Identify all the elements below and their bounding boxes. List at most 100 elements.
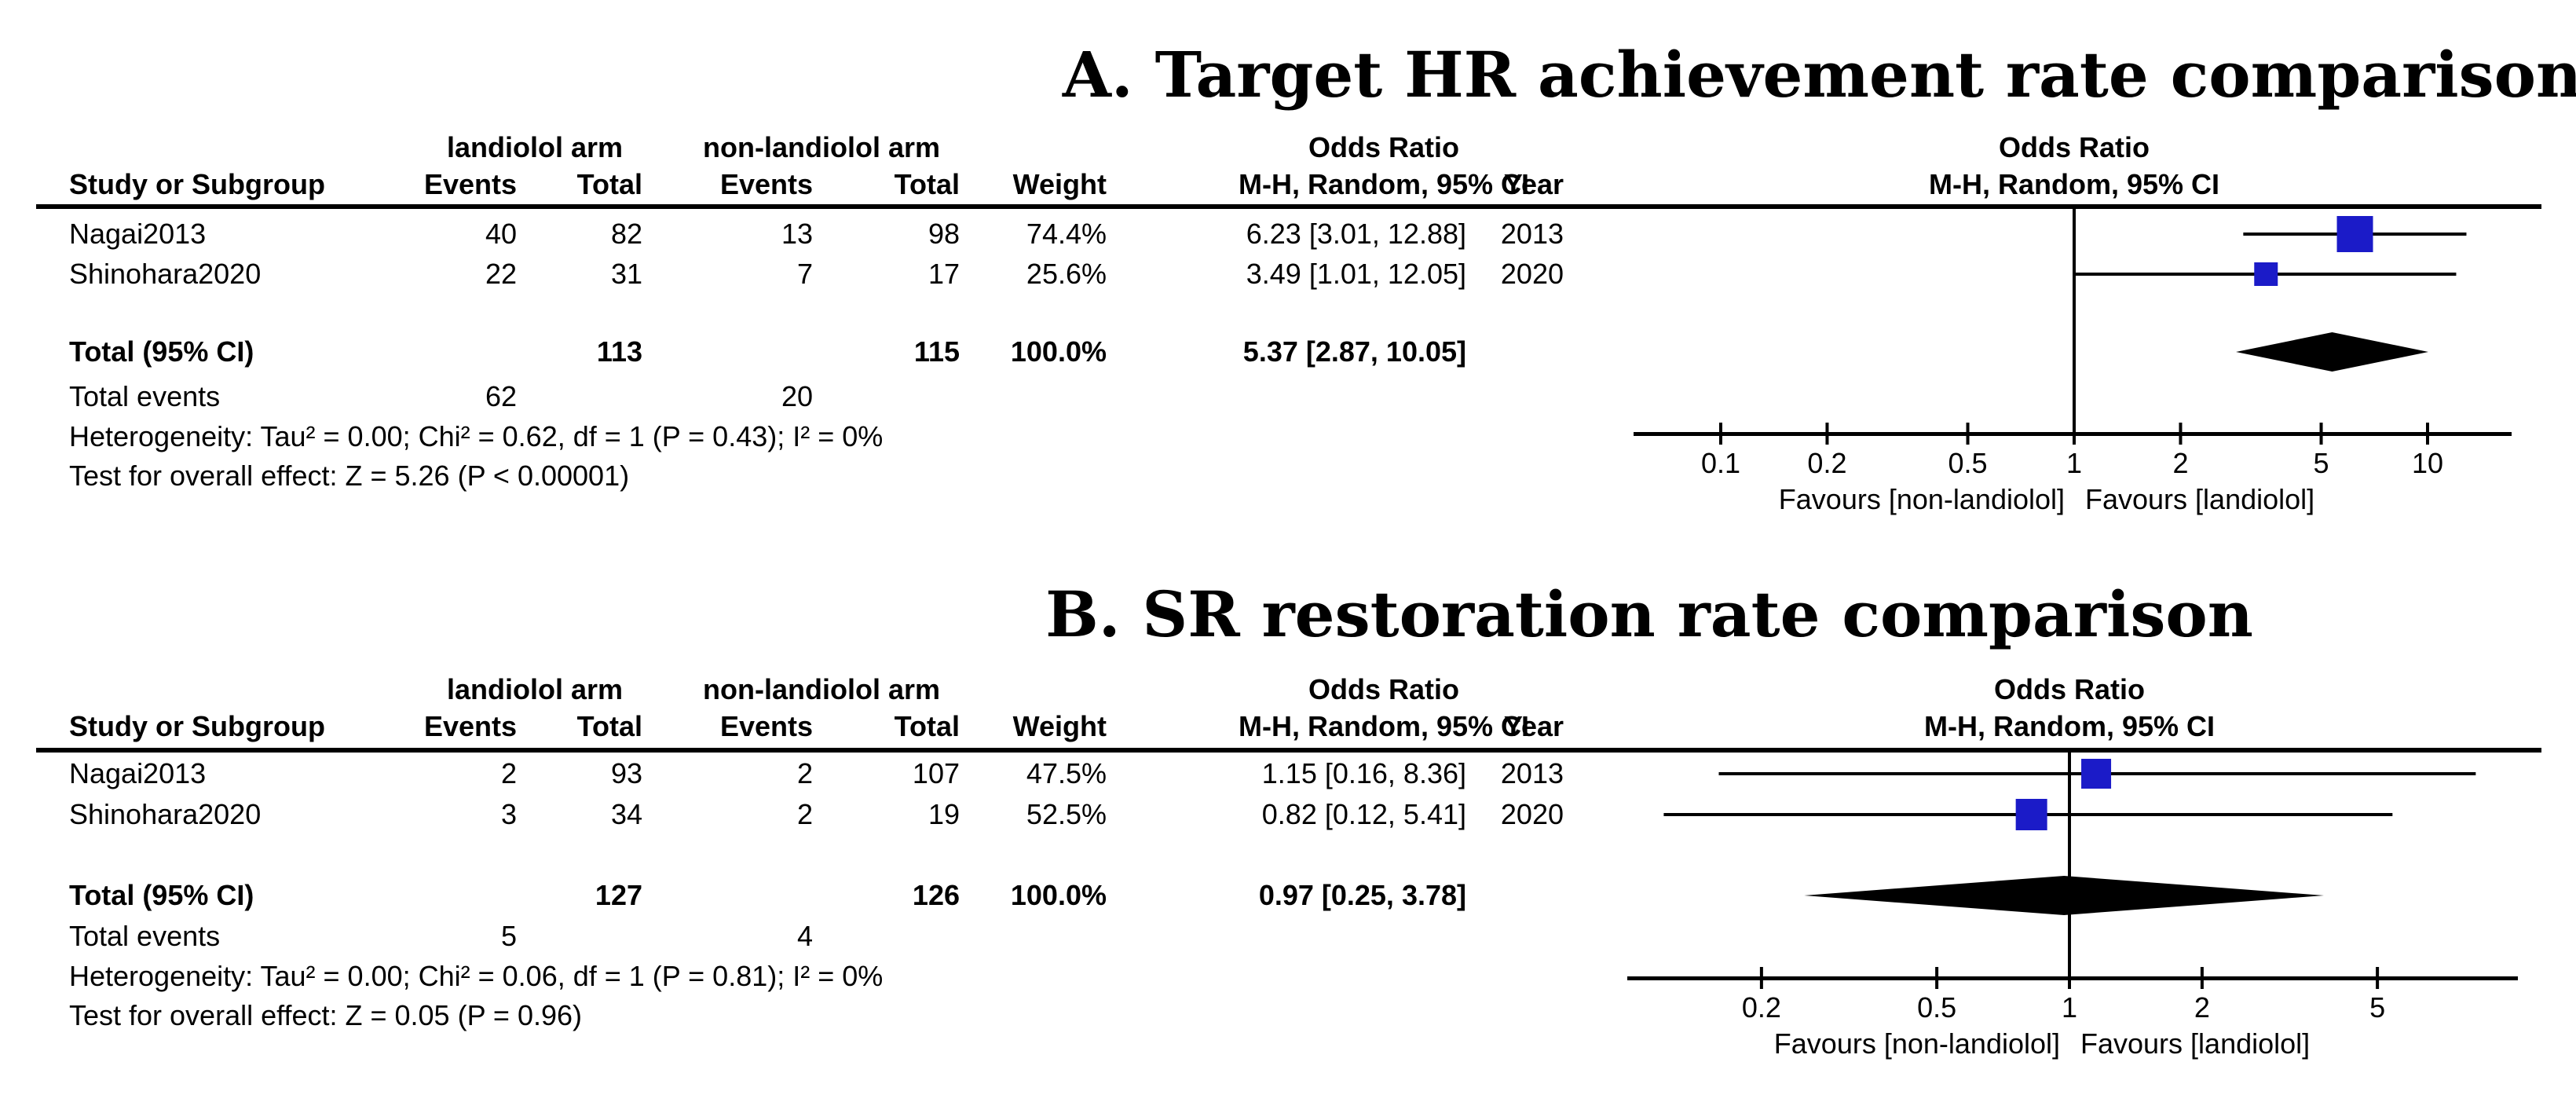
or-ci-cell: 6.23 [3.01, 12.88]	[1246, 218, 1466, 250]
overall-effect-text: Test for overall effect: Z = 0.05 (P = 0…	[69, 999, 583, 1031]
study-name: Shinohara2020	[69, 798, 262, 830]
tick-label: 5	[2369, 991, 2386, 1024]
no-effect-line	[2068, 750, 2071, 978]
tick-label: 10	[2411, 447, 2444, 479]
group-header-non-landiolol: non-landiolol arm	[703, 131, 940, 163]
total2-sum-cell: 115	[913, 335, 960, 368]
year-cell: 2013	[1500, 757, 1564, 789]
favours-right-label: Favours [landiolol]	[2080, 1027, 2311, 1060]
effect-square	[2336, 216, 2373, 252]
axis-tick	[2319, 423, 2323, 445]
group-header-landiolol: landiolol arm	[446, 131, 624, 163]
total-events-label: Total events	[69, 380, 221, 412]
total-or-ci-cell: 5.37 [2.87, 10.05]	[1242, 335, 1466, 368]
events1-cell: 40	[485, 218, 517, 250]
effect-square	[2015, 799, 2047, 830]
panel-b-title: B. SR restoration rate comparison	[1045, 577, 2253, 651]
total-events2-cell: 20	[781, 380, 813, 412]
total-events-label: Total events	[69, 920, 221, 952]
axis-tick	[2179, 423, 2183, 445]
axis-tick	[1759, 967, 1763, 989]
tick-label: 5	[2313, 447, 2329, 479]
tick-label: 0.1	[1700, 447, 1741, 479]
total1-sum-cell: 113	[596, 335, 642, 368]
column-header-total2: Total	[894, 168, 960, 200]
total1-cell: 82	[610, 218, 642, 250]
axis-tick	[1966, 423, 1970, 445]
effect-square	[2081, 759, 2112, 789]
events1-cell: 3	[500, 798, 517, 830]
no-effect-line	[2073, 207, 2076, 434]
events2-cell: 13	[781, 218, 813, 250]
total-weight-cell: 100.0%	[1010, 335, 1107, 368]
total1-sum-cell: 127	[595, 879, 642, 911]
column-header-events1: Events	[423, 710, 517, 742]
total-events1-cell: 5	[500, 920, 517, 952]
axis-tick	[1825, 423, 1829, 445]
weight-cell: 47.5%	[1026, 757, 1107, 789]
total1-cell: 93	[610, 757, 642, 789]
total-weight-cell: 100.0%	[1010, 879, 1107, 911]
odds-ratio-text-header: Odds Ratio	[1308, 673, 1459, 705]
header-rule	[36, 748, 2541, 753]
study-name: Nagai2013	[69, 757, 207, 789]
total2-cell: 98	[928, 218, 960, 250]
header-rule	[36, 204, 2541, 209]
tick-label: 2	[2194, 991, 2210, 1024]
total2-cell: 19	[928, 798, 960, 830]
axis-line	[1627, 976, 2518, 980]
column-header-study: Study or Subgroup	[69, 168, 325, 200]
axis-tick	[2200, 967, 2204, 989]
total2-sum-cell: 126	[912, 879, 960, 911]
total2-cell: 17	[928, 258, 960, 290]
events1-cell: 2	[500, 757, 517, 789]
or-ci-cell: 3.49 [1.01, 12.05]	[1246, 258, 1466, 290]
favours-left-label: Favours [non-landiolol]	[1778, 483, 2065, 515]
pooled-diamond	[1804, 876, 2324, 915]
favours-left-label: Favours [non-landiolol]	[1773, 1027, 2060, 1060]
odds-ratio-plot-header: Odds Ratio	[1998, 131, 2150, 163]
total-row-label: Total (95% CI)	[69, 335, 254, 368]
tick-label: 0.5	[1917, 991, 1957, 1024]
axis-tick	[1935, 967, 1939, 989]
column-header-total2: Total	[894, 710, 960, 742]
tick-label: 1	[2066, 447, 2083, 479]
column-header-method: M-H, Random, 95% CI	[1238, 710, 1530, 742]
column-header-events2: Events	[719, 168, 813, 200]
or-ci-cell: 1.15 [0.16, 8.36]	[1261, 757, 1466, 789]
group-header-landiolol: landiolol arm	[446, 673, 624, 705]
or-ci-cell: 0.82 [0.12, 5.41]	[1261, 798, 1466, 830]
events2-cell: 2	[796, 798, 813, 830]
study-name: Nagai2013	[69, 218, 207, 250]
column-header-total1: Total	[576, 168, 642, 200]
group-header-non-landiolol: non-landiolol arm	[703, 673, 940, 705]
odds-ratio-text-header: Odds Ratio	[1308, 131, 1459, 163]
study-name: Shinohara2020	[69, 258, 262, 290]
weight-cell: 52.5%	[1026, 798, 1107, 830]
plot-method-header: M-H, Random, 95% CI	[1928, 168, 2220, 200]
favours-right-label: Favours [landiolol]	[2085, 483, 2315, 515]
weight-cell: 74.4%	[1026, 218, 1107, 250]
axis-tick	[2073, 423, 2076, 445]
year-cell: 2020	[1500, 258, 1564, 290]
odds-ratio-plot-header: Odds Ratio	[1993, 673, 2145, 705]
tick-label: 2	[2172, 447, 2189, 479]
effect-square	[2254, 262, 2278, 286]
panel-a-title: A. Target HR achievement rate comparison	[1062, 38, 2576, 112]
overall-effect-text: Test for overall effect: Z = 5.26 (P < 0…	[69, 460, 630, 492]
year-cell: 2020	[1500, 798, 1564, 830]
events2-cell: 7	[796, 258, 813, 290]
events2-cell: 2	[796, 757, 813, 789]
total1-cell: 31	[610, 258, 642, 290]
column-header-events2: Events	[719, 710, 813, 742]
column-header-year: Year	[1503, 710, 1564, 742]
column-header-method: M-H, Random, 95% CI	[1238, 168, 1530, 200]
tick-label: 0.2	[1741, 991, 1781, 1024]
heterogeneity-text: Heterogeneity: Tau² = 0.00; Chi² = 0.62,…	[69, 420, 884, 452]
total-or-ci-cell: 0.97 [0.25, 3.78]	[1258, 879, 1466, 911]
total2-cell: 107	[912, 757, 960, 789]
year-cell: 2013	[1500, 218, 1564, 250]
axis-tick	[2376, 967, 2380, 989]
